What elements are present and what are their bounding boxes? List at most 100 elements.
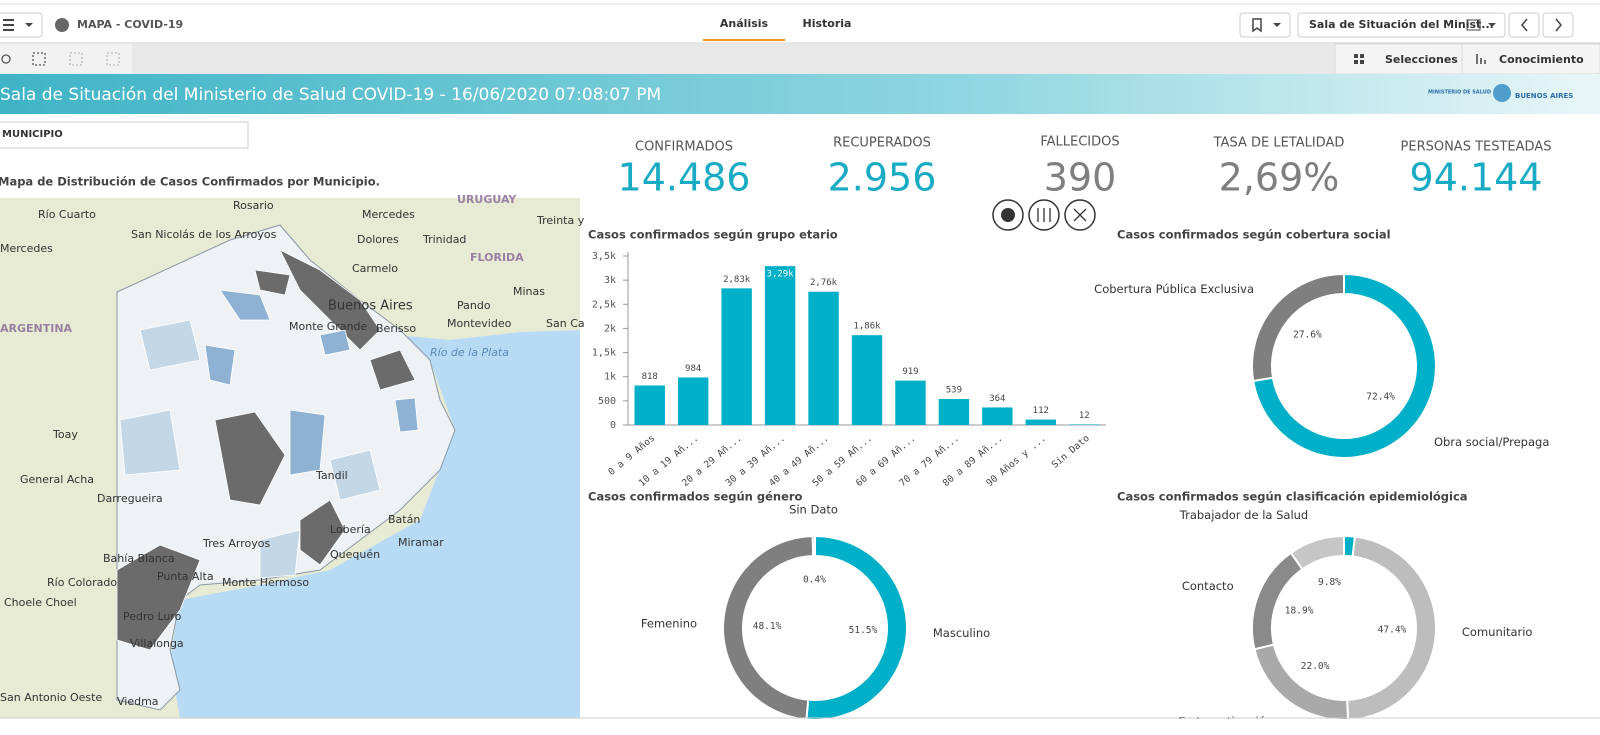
map-label: Lobería: [330, 523, 371, 536]
y-tick-label: 2k: [604, 323, 616, 334]
map-label: FLORIDA: [470, 251, 524, 264]
logo-province: BUENOS AIRES: [1515, 92, 1573, 100]
map-label: ARGENTINA: [0, 322, 73, 335]
map-label: Tres Arroyos: [202, 537, 270, 550]
insights-icon: [1476, 54, 1486, 64]
chart-title: Casos confirmados según género: [588, 490, 803, 504]
right-tools: [1334, 43, 1600, 75]
map-label: Rosario: [233, 199, 274, 212]
donut-slice: [1251, 272, 1345, 383]
bar: [721, 288, 752, 425]
legend-label: Contacto: [1182, 579, 1234, 593]
map-label: Monte Hermoso: [222, 576, 309, 589]
data-label: 12: [1079, 411, 1090, 421]
bottom-bar: [0, 719, 1600, 735]
bar: [851, 335, 883, 425]
y-tick-label: 2,5k: [592, 299, 616, 310]
bar: [1069, 424, 1100, 425]
header-title: Sala de Situación del Ministerio de Salu…: [0, 85, 661, 105]
insights-button[interactable]: Conocimiento: [1499, 53, 1584, 66]
map-label: San Antonio Oeste: [0, 691, 102, 704]
map-label: Buenos Aires: [328, 299, 413, 314]
data-label: 18.9%: [1285, 606, 1314, 617]
prev-button[interactable]: [1508, 12, 1540, 38]
map-label: Montevideo: [447, 317, 512, 330]
x-tick-label: Sin Dato: [1050, 433, 1092, 471]
bar: [677, 377, 709, 425]
sheet-selector-text: Sala de Situación del Minist...: [1309, 18, 1494, 31]
data-label: 364: [989, 394, 1005, 404]
control-icons: [1037, 208, 1087, 222]
map-label: Trinidad: [422, 233, 466, 246]
bar: [982, 407, 1013, 425]
bar: [808, 291, 839, 425]
data-label: 1,86k: [853, 322, 881, 332]
legend-label: Femenino: [641, 616, 697, 630]
map-label: Río Colorado: [47, 576, 117, 589]
kpi-value: 2,69%: [1219, 156, 1340, 200]
map-label: Mercedes: [362, 208, 415, 221]
map-label: Batán: [388, 513, 420, 526]
legend-label: Obra social/Prepaga: [1434, 435, 1549, 449]
map-title: Mapa de Distribución de Casos Confirmado…: [0, 175, 380, 189]
map-label: Berisso: [376, 322, 416, 335]
map-districts-mid: [204, 289, 419, 476]
prev-icon: [1521, 18, 1528, 32]
selection-tool-icons: [1, 52, 120, 66]
map-label: Monte Grande: [289, 320, 368, 333]
sheet-selector[interactable]: [1297, 12, 1506, 38]
legend-label: Cobertura Pública Exclusiva: [1094, 282, 1254, 296]
bookmark-button[interactable]: [1239, 12, 1291, 38]
tab-underline: [703, 39, 785, 41]
data-label: 818: [642, 372, 658, 382]
kpi-label: CONFIRMADOS: [635, 140, 733, 155]
menu-icon: [3, 19, 14, 31]
map-label: URUGUAY: [457, 193, 517, 206]
map-label: San Ca: [546, 317, 585, 330]
data-label: 112: [1033, 406, 1049, 416]
bar: [764, 266, 796, 425]
data-label: 27.6%: [1293, 329, 1322, 340]
menu-caret: [25, 23, 33, 27]
header-bar: [0, 74, 1600, 114]
data-label: 2,76k: [810, 278, 838, 288]
map-label: Miramar: [398, 536, 444, 549]
data-label: 47.4%: [1378, 624, 1407, 635]
map-districts-high: [116, 249, 416, 651]
legend-label: Sin Dato: [789, 503, 838, 517]
map-label: Choele Choel: [4, 596, 77, 609]
y-tick-label: 3k: [604, 275, 616, 286]
bar: [1025, 419, 1057, 425]
app-icon: [55, 18, 69, 32]
selections-icon: [1354, 54, 1364, 64]
map-label: Viedma: [117, 695, 159, 708]
selection-tools: [0, 44, 132, 74]
bar: [895, 380, 926, 425]
kpi-value: 390: [1044, 156, 1117, 200]
map-label: Río Cuarto: [38, 208, 96, 221]
tab-analysis[interactable]: Análisis: [720, 17, 769, 30]
kpi-value: 2.956: [828, 156, 937, 200]
map-label: Carmelo: [352, 262, 398, 275]
kpi-value: 94.144: [1410, 156, 1543, 200]
data-label: 51.5%: [849, 625, 878, 636]
chart-title: Casos confirmados según grupo etario: [588, 228, 838, 242]
map-label: Minas: [513, 285, 545, 298]
tab-story[interactable]: Historia: [803, 17, 852, 30]
y-tick-label: 500: [598, 396, 616, 407]
next-button[interactable]: [1542, 12, 1574, 38]
donut-slice: [1251, 551, 1304, 651]
map[interactable]: Río Cuarto Rosario Mercedes URUGUAY Treinta …: [0, 193, 585, 718]
logo-ministry: MINISTERIO DE SALUD: [1428, 90, 1491, 96]
legend-label: Comunitario: [1462, 625, 1533, 639]
data-label: 9.8%: [1318, 577, 1341, 588]
selections-button[interactable]: Selecciones: [1385, 53, 1458, 66]
logo-mark: [1493, 84, 1511, 102]
filter-box[interactable]: [0, 121, 249, 149]
map-label: General Acha: [20, 473, 94, 486]
kpi-label: RECUPERADOS: [833, 136, 931, 151]
map-districts-low: [119, 319, 381, 579]
next-icon: [1555, 18, 1562, 32]
